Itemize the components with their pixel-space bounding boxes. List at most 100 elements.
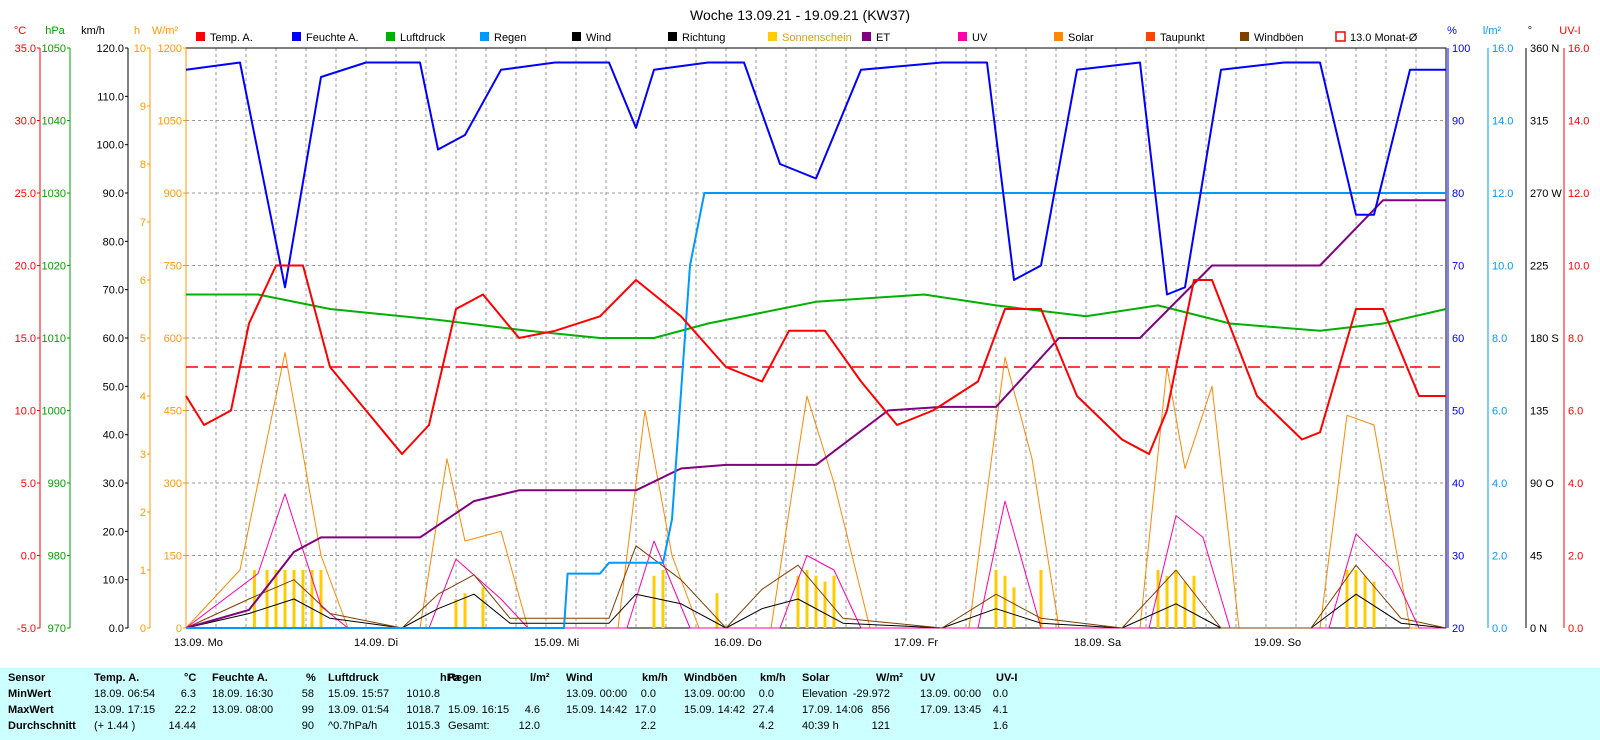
- axis-tick-label: 1040: [42, 116, 66, 128]
- stats-header-uv: UV: [920, 672, 936, 684]
- legend-label: Solar: [1068, 32, 1094, 44]
- sunshine-bar: [652, 575, 656, 628]
- legend-label: Richtung: [682, 32, 725, 44]
- x-tick-label: 17.09. Fr: [894, 637, 938, 649]
- axis-tick-label: 360 N: [1530, 43, 1559, 55]
- axis-tick-label: 1030: [42, 188, 66, 200]
- axis-tick-label: 100.0: [96, 140, 124, 152]
- sunshine-bar: [1372, 581, 1376, 628]
- axis-tick-label: 8.0: [1568, 333, 1583, 345]
- stats-cell-feu-time: 18.09. 16:30: [212, 688, 274, 700]
- x-tick-label: 15.09. Mi: [534, 637, 579, 649]
- stats-cell-uv-val: 0.0: [992, 688, 1008, 700]
- x-tick-label: 16.09. Do: [714, 637, 762, 649]
- stats-cell-sol-time: Elevation: [802, 688, 848, 700]
- axis-tick-label: 0.0: [1568, 623, 1583, 635]
- legend-swatch: [1054, 32, 1063, 41]
- stats-cell-feu-time: 13.09. 08:00: [212, 704, 274, 716]
- legend-swatch: [292, 32, 301, 41]
- axis-unit-right: °: [1528, 25, 1532, 37]
- axis-tick-label: 30: [1452, 551, 1464, 563]
- legend-swatch: [1240, 32, 1249, 41]
- stats-cell-temp-val: 14.44: [168, 720, 196, 732]
- axis-tick-label: 900: [164, 188, 182, 200]
- axis-tick-label: 110.0: [97, 91, 124, 103]
- x-tick-label: 14.09. Di: [354, 637, 398, 649]
- sunshine-bar: [463, 593, 467, 628]
- axis-tick-label: 120.0: [96, 43, 124, 55]
- axis-tick-label: 80: [1452, 188, 1464, 200]
- legend-label: Luftdruck: [400, 32, 446, 44]
- series-regen: [186, 192, 1446, 629]
- stats-header-luftdruck: Luftdruck: [328, 672, 379, 684]
- sunshine-bar: [715, 593, 719, 628]
- stats-cell-luft-val: 1015.3: [406, 720, 440, 732]
- series-luftdruck: [186, 293, 1447, 339]
- stats-header-temp-unit: °C: [184, 672, 197, 684]
- sunshine-bar: [319, 570, 323, 628]
- axis-tick-label: 10.0: [1492, 261, 1513, 273]
- axis-tick-label: -5.0: [17, 623, 36, 635]
- stats-cell-temp-time: 13.09. 17:15: [94, 704, 156, 716]
- stats-cell-sol-val: 121: [871, 720, 890, 732]
- axis-tick-label: 80.0: [103, 236, 124, 248]
- sunshine-bar: [274, 570, 278, 628]
- x-tick-label: 19.09. So: [1254, 637, 1301, 649]
- legend-label: Regen: [494, 32, 526, 44]
- stats-header-wind-unit: km/h: [642, 672, 668, 684]
- sunshine-bar: [283, 570, 287, 628]
- axis-tick-label: 10.0: [1568, 261, 1589, 273]
- sunshine-bar: [252, 570, 256, 628]
- axis-tick-label: 90 O: [1530, 478, 1554, 490]
- axis-tick-label: 1000: [42, 406, 66, 418]
- axis-tick-label: 0.0: [1492, 623, 1507, 635]
- axis-tick-label: 35.0: [15, 43, 36, 55]
- axis-tick-label: 60.0: [103, 333, 124, 345]
- axis-tick-label: 4.0: [1492, 478, 1507, 490]
- axis-tick-label: 40: [1452, 478, 1464, 490]
- axis-tick-label: 10.0: [15, 406, 36, 418]
- axis-tick-label: 40.0: [103, 430, 124, 442]
- stats-cell-luft-val: 1010.8: [406, 688, 440, 700]
- stats-cell-sol-val: -29.972: [852, 688, 890, 700]
- x-axis-labels: 13.09. Mo 14.09. Di 15.09. Mi 16.09. Do 17.0…: [174, 637, 1301, 649]
- x-tick-label: 18.09. Sa: [1074, 637, 1122, 649]
- stats-cell-temp-val: 22.2: [174, 704, 196, 716]
- legend-swatch: [668, 32, 677, 41]
- axis-tick-label: 12.0: [1492, 188, 1513, 200]
- axis-tick-label: 1020: [42, 261, 66, 273]
- stats-cell-luft-val: 1018.7: [406, 704, 440, 716]
- legend-swatch: [1146, 32, 1155, 41]
- legend: Temp. A. Feuchte A. Luftdruck Regen Wind Rich…: [196, 31, 1418, 44]
- sunshine-bar: [1012, 587, 1016, 628]
- stats-cell-boe-val: 27.4: [752, 704, 774, 716]
- axis-tick-label: 0 N: [1530, 623, 1547, 635]
- stats-header-temp: Temp. A.: [94, 672, 140, 684]
- axis-unit-right: %: [1447, 25, 1457, 37]
- axis-tick-label: 1050: [158, 116, 182, 128]
- axis-tick-label: 16.0: [1568, 43, 1589, 55]
- axis-unit-left: W/m²: [152, 25, 179, 37]
- stats-cell-label: Durchschnitt: [8, 720, 76, 732]
- stats-header-sensor: Sensor: [8, 672, 46, 684]
- stats-cell-temp-time: (+ 1.44 ): [94, 720, 136, 732]
- axis-tick-label: 25.0: [15, 188, 36, 200]
- axis-tick-label: 150: [164, 551, 182, 563]
- plot-area: [185, 61, 1447, 629]
- axis-tick-label: 9: [140, 101, 146, 113]
- axis-tick-label: 1050: [42, 43, 66, 55]
- axis-tick-label: 70: [1452, 261, 1464, 273]
- stats-cell-uv-time: 17.09. 13:45: [920, 704, 982, 716]
- axis-tick-label: 7: [140, 217, 146, 229]
- axis-tick-label: 1200: [158, 43, 182, 55]
- axis-tick-label: 15.0: [15, 333, 36, 345]
- axis-tick-label: 600: [164, 333, 182, 345]
- legend-label: Temp. A.: [210, 32, 253, 44]
- axis-tick-label: 2: [140, 507, 146, 519]
- stats-cell-wind-time: 13.09. 00:00: [566, 688, 628, 700]
- axis-tick-label: 70.0: [103, 285, 124, 297]
- stats-header-windboeen-unit: km/h: [760, 672, 786, 684]
- sunshine-bar: [454, 599, 458, 628]
- sunshine-bar: [310, 570, 314, 628]
- legend-label: Windböen: [1254, 32, 1304, 44]
